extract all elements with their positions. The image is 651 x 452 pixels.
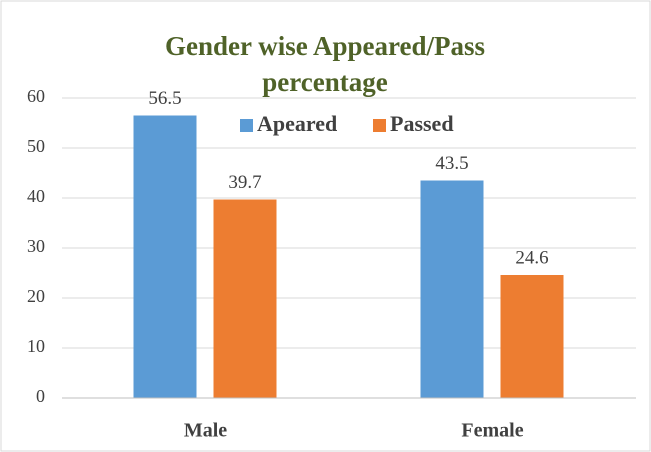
bar bbox=[213, 199, 277, 398]
legend-swatch bbox=[373, 119, 386, 132]
bar bbox=[500, 275, 564, 398]
data-label: 24.6 bbox=[515, 247, 548, 268]
x-tick-label: Male bbox=[184, 420, 227, 442]
chart-title: Gender wise Appeared/Pass percentage bbox=[164, 31, 486, 97]
y-tick-label: 0 bbox=[36, 386, 45, 406]
y-tick-label: 30 bbox=[27, 236, 45, 256]
y-tick-label: 20 bbox=[27, 286, 45, 306]
y-tick-label: 60 bbox=[27, 86, 45, 106]
x-tick-label: Female bbox=[461, 420, 523, 442]
bar bbox=[133, 115, 197, 398]
y-tick-label: 50 bbox=[27, 136, 45, 156]
y-tick-label: 40 bbox=[27, 186, 45, 206]
data-label: 56.5 bbox=[148, 88, 181, 109]
bar bbox=[420, 180, 484, 398]
data-label: 39.7 bbox=[228, 172, 261, 193]
data-label: 43.5 bbox=[435, 153, 468, 174]
y-tick-label: 10 bbox=[27, 336, 45, 356]
legend-label: Passed bbox=[390, 111, 454, 136]
legend-swatch bbox=[240, 119, 253, 132]
legend-label: Apeared bbox=[257, 111, 337, 136]
